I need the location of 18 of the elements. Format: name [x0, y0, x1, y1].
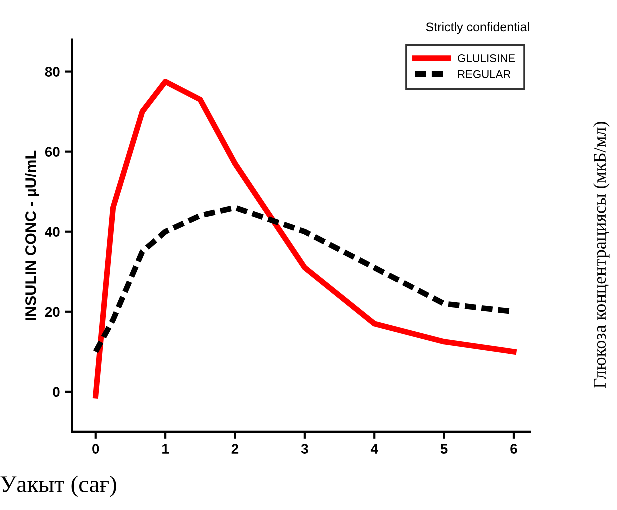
y-tick-label: 0 — [53, 387, 60, 398]
x-tick-label: 3 — [301, 444, 308, 454]
x-tick-label: 4 — [370, 444, 378, 454]
chart-title: Strictly confidential — [426, 22, 530, 34]
x-axis-title: Уакыт (сағ) — [0, 476, 116, 498]
legend-label: GLULISINE — [458, 54, 516, 62]
x-tick-label: 2 — [232, 444, 239, 454]
x-tick-label: 0 — [92, 444, 100, 454]
y-tick-label: 80 — [45, 67, 60, 77]
x-tick-label: 1 — [162, 444, 170, 454]
y-axis-title: INSULIN CONC - µU/mL — [25, 150, 40, 320]
y-tick-label: 20 — [45, 307, 60, 318]
y-tick-label: 60 — [45, 147, 60, 158]
x-tick-label: 6 — [510, 444, 518, 454]
x-tick-label: 5 — [440, 444, 448, 454]
legend-label: REGULAR — [458, 70, 511, 78]
y-tick-label: 40 — [45, 227, 60, 238]
text: Глюкоза концентрациясы (мкБ/мл) — [593, 122, 610, 388]
